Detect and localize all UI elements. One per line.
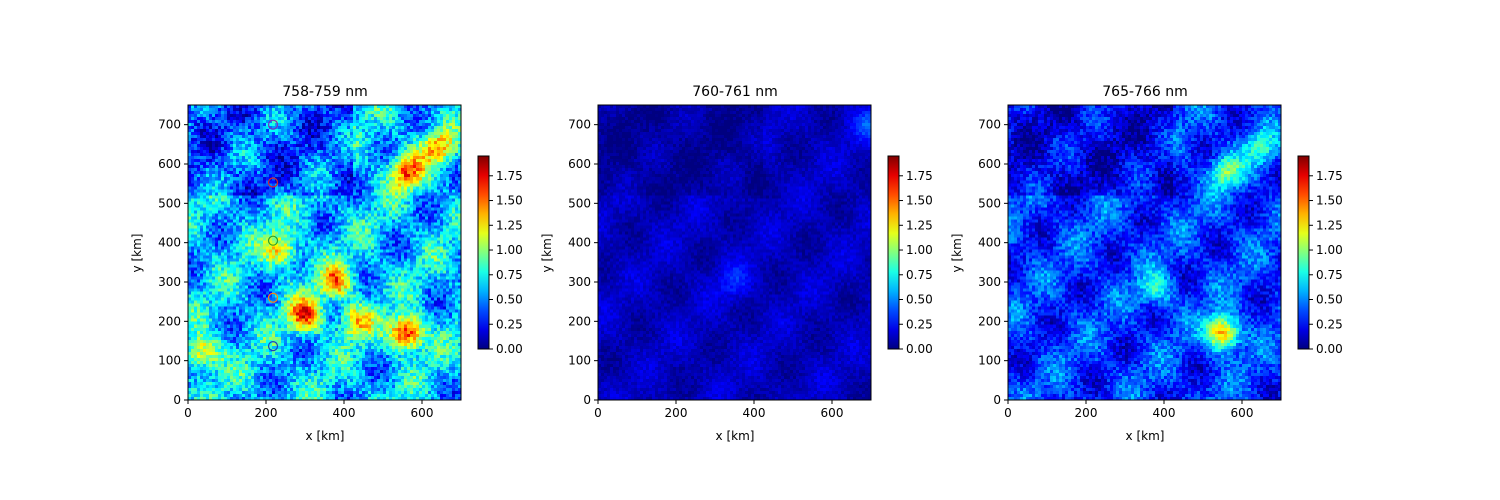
colorbar-tick-label: 1.50 (1316, 194, 1343, 208)
y-tick-label: 400 (978, 236, 1001, 250)
y-tick-label: 100 (568, 354, 591, 368)
colorbar-tick-label: 0.50 (906, 293, 933, 307)
y-tick-label: 300 (978, 275, 1001, 289)
x-tick-label: 400 (333, 406, 356, 420)
location-marker (267, 292, 279, 303)
colorbar-tick-label: 0.00 (1316, 342, 1343, 356)
colorbar-tick-label: 1.00 (496, 243, 523, 257)
y-tick-label: 0 (993, 393, 1001, 407)
x-tick-label: 0 (1004, 406, 1012, 420)
colorbar-tick-label: 1.25 (906, 218, 933, 232)
colorbar-tick-label: 1.50 (906, 194, 933, 208)
y-tick-label: 500 (978, 196, 1001, 210)
x-tick-label: 200 (255, 406, 278, 420)
colorbar-tick-label: 0.50 (496, 293, 523, 307)
colorbar-tick-label: 0.75 (1316, 268, 1343, 282)
y-tick-label: 600 (978, 157, 1001, 171)
colorbar-tick-label: 1.75 (1316, 169, 1343, 183)
colorbar-tick-label: 0.00 (906, 342, 933, 356)
colorbar (477, 155, 490, 350)
colorbar-tick-label: 0.25 (906, 317, 933, 331)
y-tick-label: 600 (158, 157, 181, 171)
y-tick-label: 300 (568, 275, 591, 289)
y-axis-label: y [km] (540, 234, 554, 273)
colorbar-tick-label: 1.25 (496, 218, 523, 232)
y-tick-label: 100 (158, 354, 181, 368)
y-axis-label: y [km] (130, 234, 144, 273)
colorbar-tick-label: 0.00 (496, 342, 523, 356)
colorbar-tick-label: 1.25 (1316, 218, 1343, 232)
panel-title: 758-759 nm (282, 84, 367, 100)
x-tick-label: 600 (1231, 406, 1254, 420)
x-tick-label: 400 (1153, 406, 1176, 420)
location-marker (267, 235, 279, 246)
panel-760-761nm: 760-761 nm x [km] y [km] 0 200 400 600 0 100 2… (540, 84, 933, 443)
y-tick-label: 500 (158, 196, 181, 210)
y-tick-label: 200 (568, 314, 591, 328)
x-tick-label: 0 (184, 406, 192, 420)
panel-title: 760-761 nm (692, 84, 777, 100)
y-tick-label: 100 (978, 354, 1001, 368)
location-marker (267, 119, 279, 130)
heatmap-image (188, 105, 461, 400)
x-tick-label: 200 (665, 406, 688, 420)
axes-frame (597, 104, 872, 401)
colorbar-tick-label: 0.75 (906, 268, 933, 282)
y-tick-label: 700 (568, 118, 591, 132)
panel-765-766nm: 765-766 nm x [km] y [km] 0 200 400 600 0 100 2… (950, 84, 1343, 443)
panel-758-759nm: 758-759 nm x [km] y [km] 0 200 400 600 0 100 2… (130, 84, 523, 443)
x-axis-label: x [km] (1126, 429, 1165, 443)
y-tick-label: 0 (173, 393, 181, 407)
x-tick-label: 200 (1075, 406, 1098, 420)
heatmap-image (598, 105, 871, 400)
y-tick-label: 300 (158, 275, 181, 289)
x-tick-label: 400 (743, 406, 766, 420)
colorbar-tick-label: 1.75 (906, 169, 933, 183)
y-tick-label: 700 (158, 118, 181, 132)
colorbar-tick-label: 1.75 (496, 169, 523, 183)
panel-title: 765-766 nm (1102, 84, 1187, 100)
x-tick-label: 0 (594, 406, 602, 420)
axes-frame (1007, 104, 1282, 401)
colorbar (1297, 155, 1310, 350)
colorbar-tick-label: 0.75 (496, 268, 523, 282)
y-tick-label: 400 (158, 236, 181, 250)
y-tick-label: 700 (978, 118, 1001, 132)
y-tick-label: 600 (568, 157, 591, 171)
x-axis-label: x [km] (716, 429, 755, 443)
colorbar (887, 155, 900, 350)
y-tick-label: 0 (583, 393, 591, 407)
colorbar-tick-label: 1.50 (496, 194, 523, 208)
colorbar-tick-label: 0.25 (1316, 317, 1343, 331)
colorbar-tick-label: 0.50 (1316, 293, 1343, 307)
location-marker (267, 177, 279, 188)
x-tick-label: 600 (411, 406, 434, 420)
heatmap-image (1008, 105, 1281, 400)
colorbar-tick-label: 1.00 (906, 243, 933, 257)
axes-frame (187, 104, 462, 401)
y-tick-label: 400 (568, 236, 591, 250)
colorbar-tick-label: 0.25 (496, 317, 523, 331)
location-marker (267, 341, 279, 352)
colorbar-tick-label: 1.00 (1316, 243, 1343, 257)
y-tick-label: 200 (158, 314, 181, 328)
x-axis-label: x [km] (306, 429, 345, 443)
y-tick-label: 200 (978, 314, 1001, 328)
y-axis-label: y [km] (950, 234, 964, 273)
x-tick-label: 600 (821, 406, 844, 420)
y-tick-label: 500 (568, 196, 591, 210)
